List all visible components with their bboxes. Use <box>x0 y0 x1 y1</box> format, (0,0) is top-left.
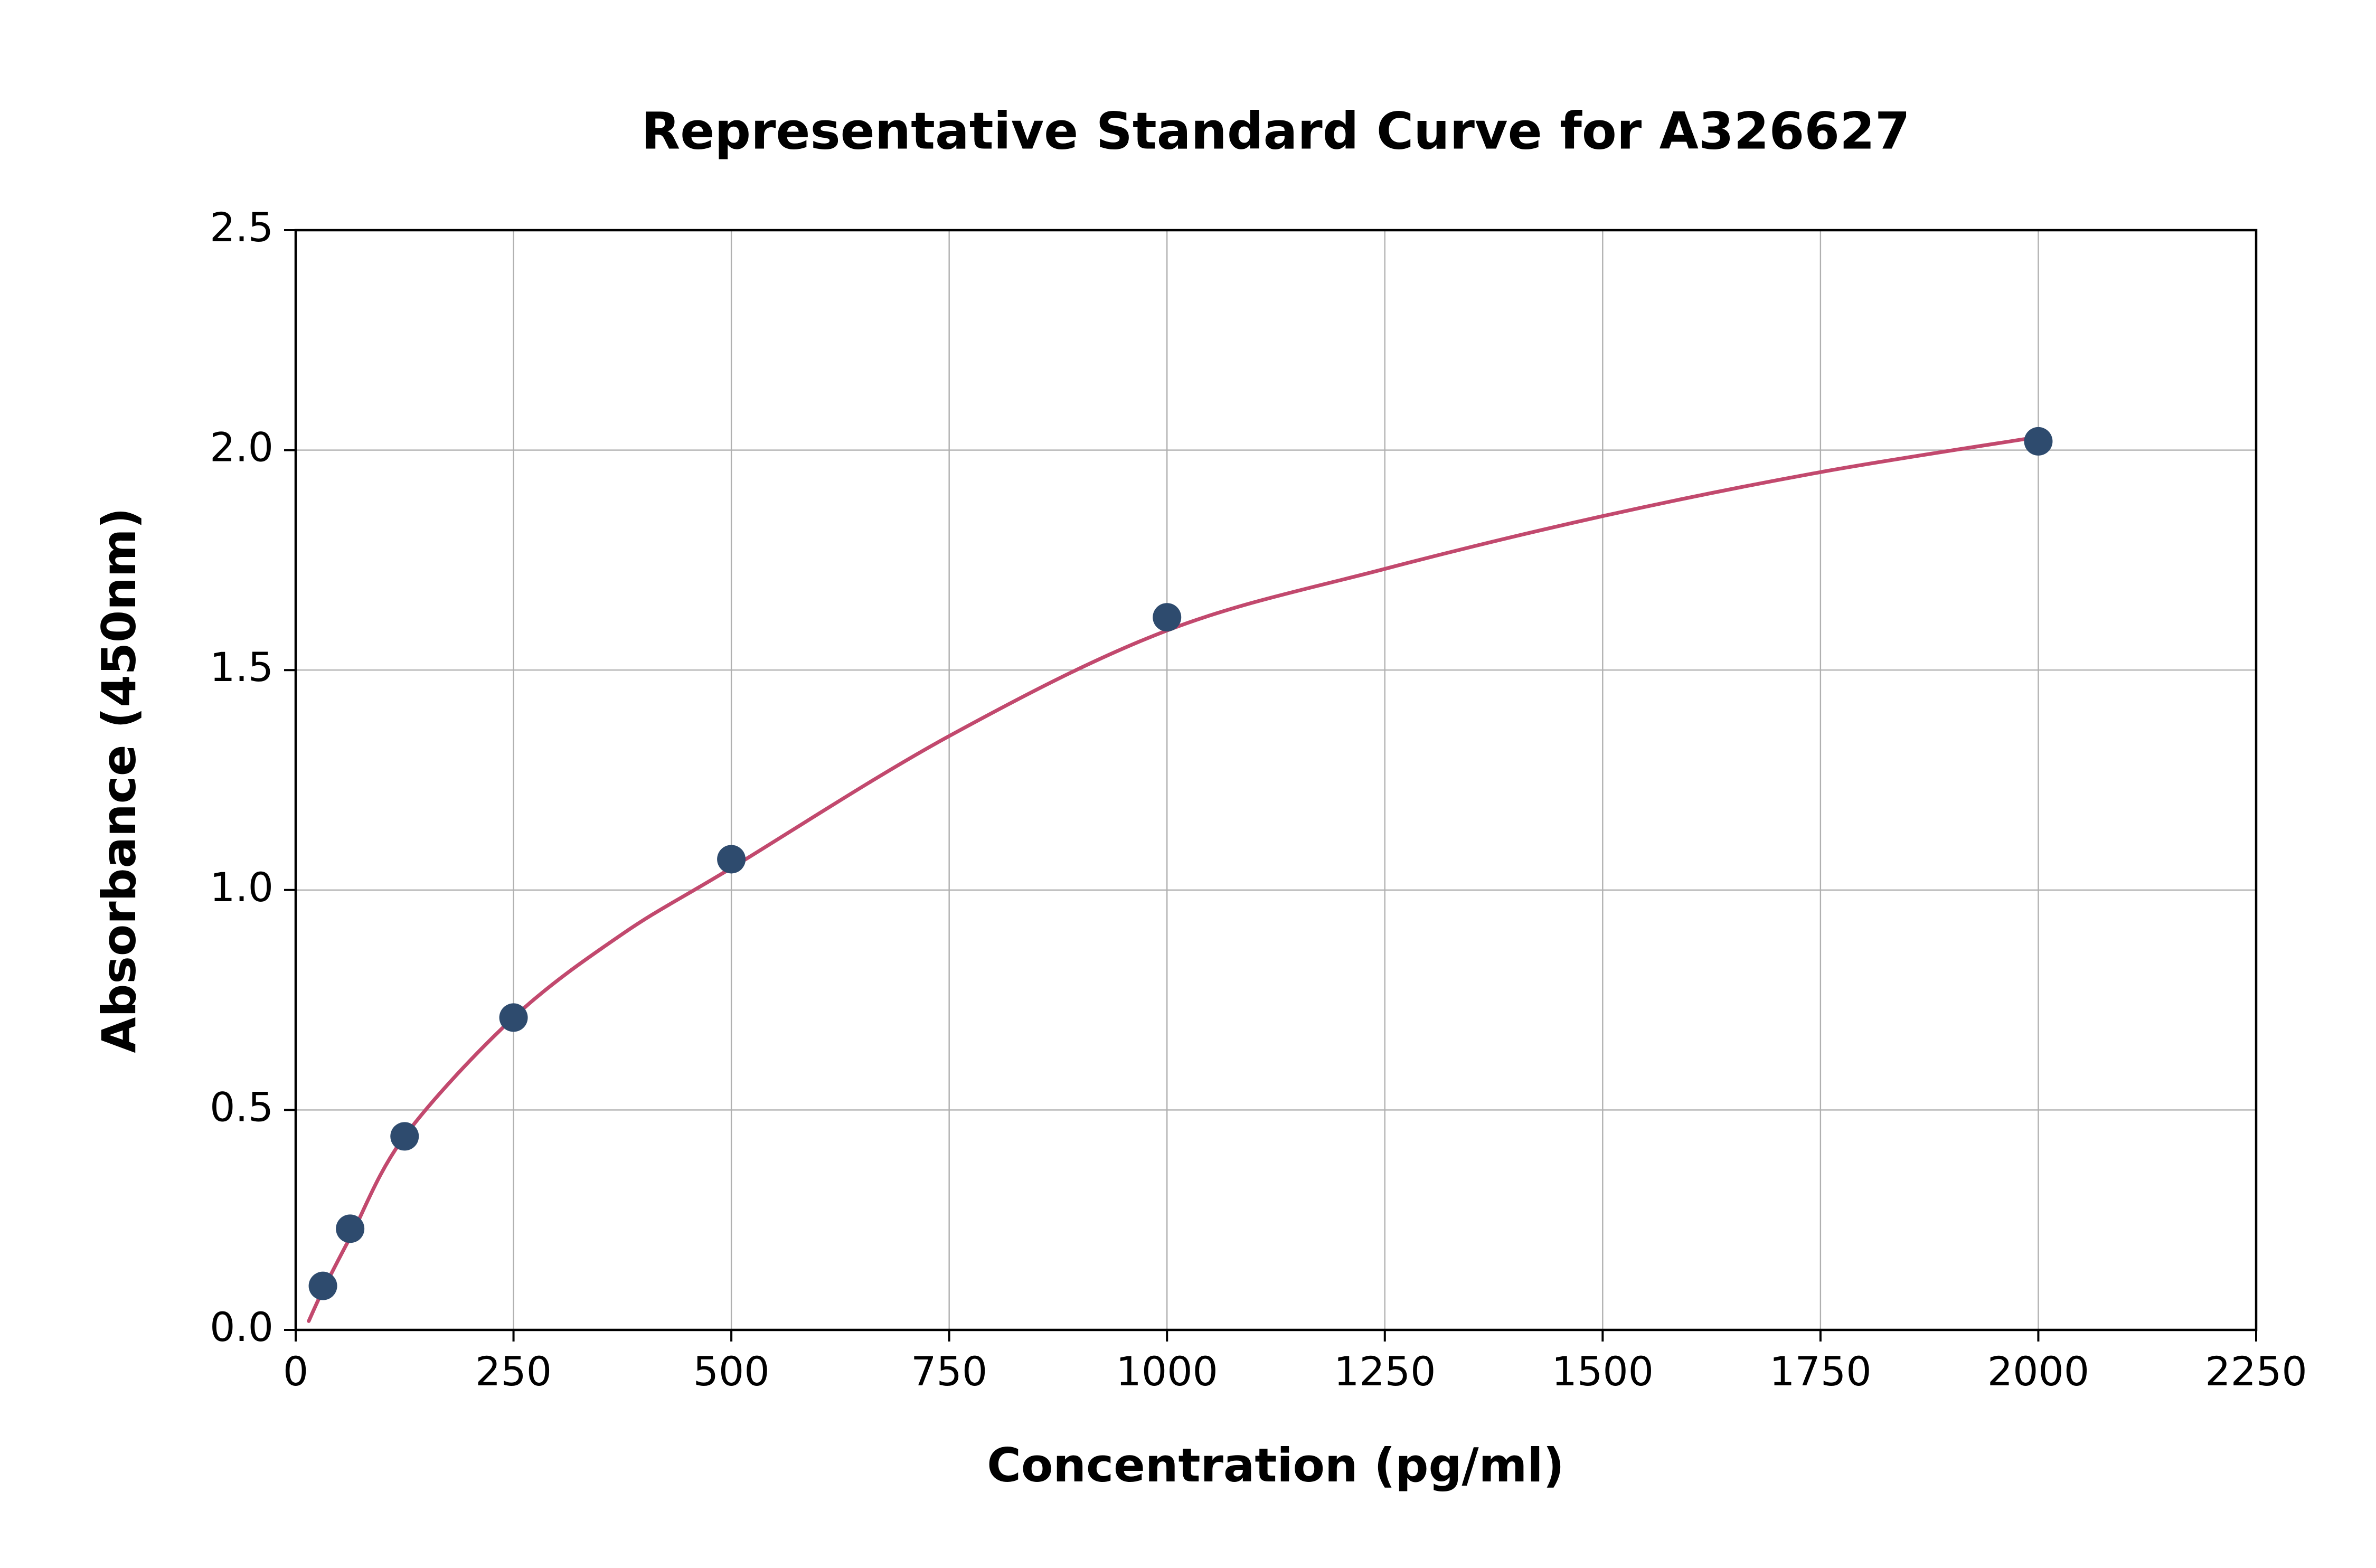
x-tick-label: 1250 <box>1334 1348 1436 1395</box>
x-tick-label: 2000 <box>1987 1348 2089 1395</box>
y-tick-label: 2.5 <box>210 204 274 251</box>
data-point <box>499 1003 528 1032</box>
x-axis-label: Concentration (pg/ml) <box>987 1438 1564 1493</box>
x-tick-label: 750 <box>911 1348 987 1395</box>
x-tick-label: 250 <box>475 1348 552 1395</box>
tick-marks-and-labels: 0 250 500 750 1000 1250 1500 1750 2000 2250 0.0 0.5… <box>210 204 2307 1395</box>
data-point <box>390 1122 419 1151</box>
data-point <box>336 1214 365 1243</box>
data-point <box>717 845 746 874</box>
grid-lines <box>295 229 2257 1331</box>
x-tick-label: 1500 <box>1552 1348 1654 1395</box>
chart-title: Representative Standard Curve for A32662… <box>641 101 1910 160</box>
data-point <box>308 1271 337 1300</box>
y-tick-label: 1.5 <box>210 644 274 691</box>
fitted-curve-group <box>307 435 2040 1323</box>
y-axis-label: Absorbance (450nm) <box>92 507 146 1053</box>
data-point <box>2024 427 2053 456</box>
data-points-group <box>308 427 2053 1300</box>
y-tick-label: 1.0 <box>210 864 274 911</box>
x-tick-label: 1000 <box>1116 1348 1218 1395</box>
standard-curve-line <box>307 435 2040 1323</box>
plot-frame-group <box>294 229 2258 1331</box>
plot-border <box>294 229 2258 1331</box>
x-tick-label: 2250 <box>2205 1348 2307 1395</box>
y-tick-label: 2.0 <box>210 424 274 471</box>
x-tick-label: 500 <box>693 1348 770 1395</box>
x-tick-label: 1750 <box>1769 1348 1871 1395</box>
data-point <box>1153 603 1182 632</box>
y-tick-label: 0.0 <box>210 1303 274 1350</box>
x-tick-label: 0 <box>283 1348 308 1395</box>
y-tick-label: 0.5 <box>210 1083 274 1130</box>
